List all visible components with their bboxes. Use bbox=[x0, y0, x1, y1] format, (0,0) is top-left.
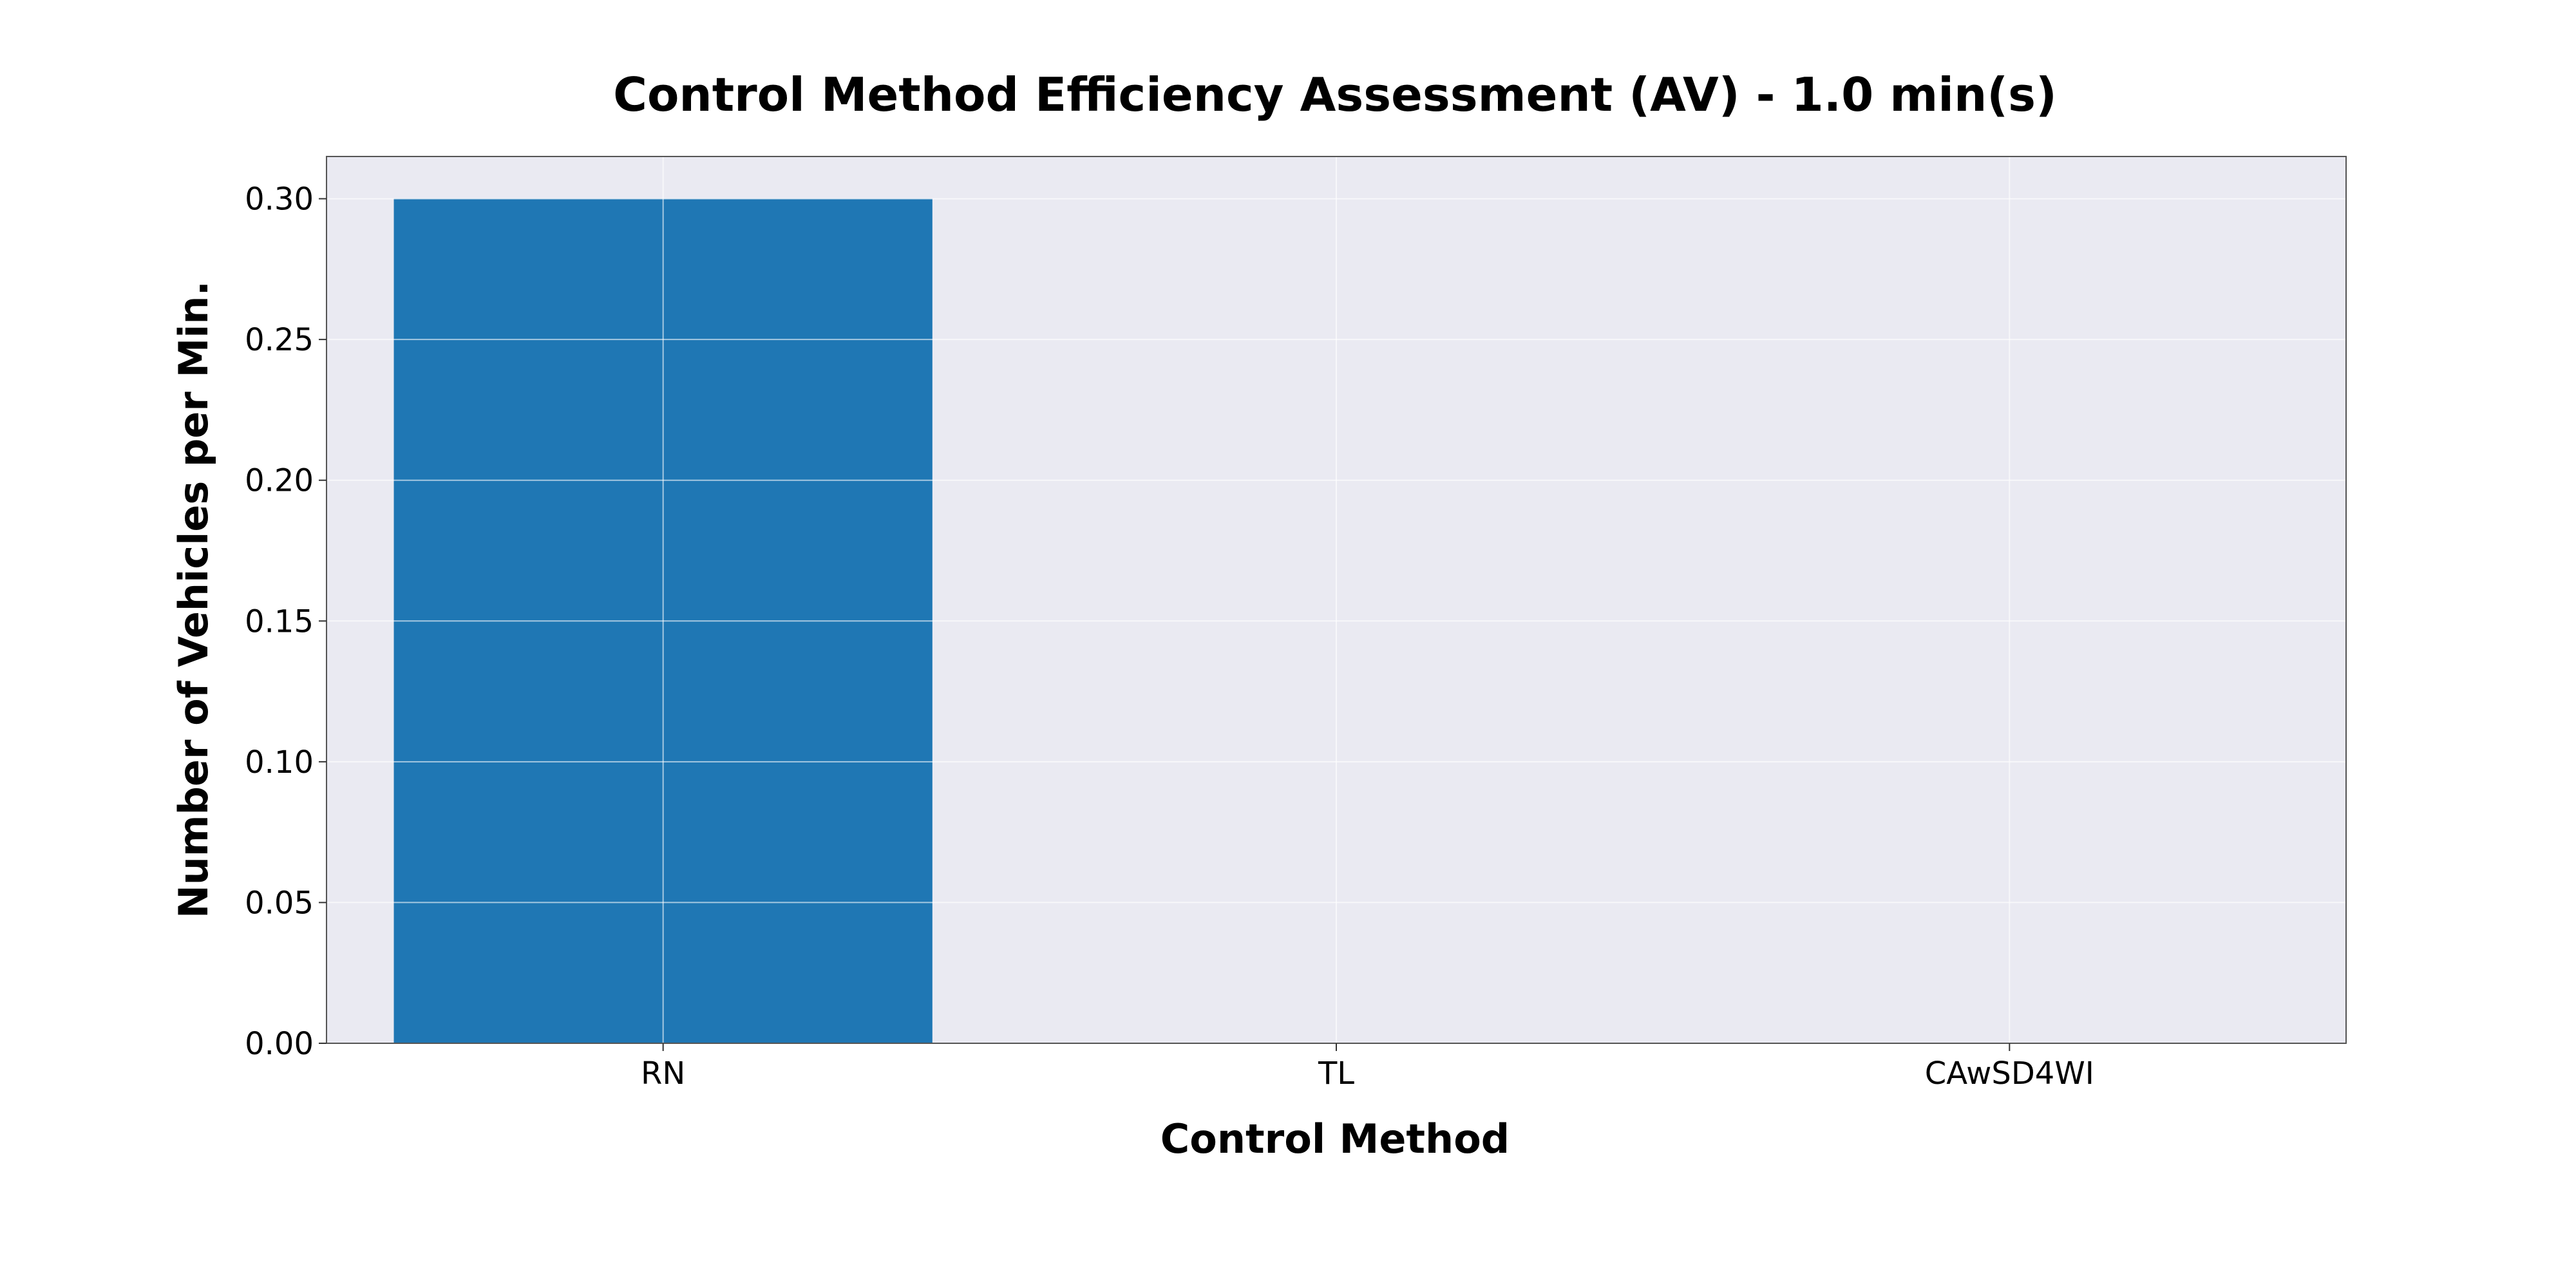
y-tick-label: 0.00 bbox=[245, 1026, 314, 1062]
x-tick-label: RN bbox=[641, 1056, 685, 1092]
grid bbox=[327, 156, 2346, 1043]
x-axis-label: Control Method bbox=[1160, 1115, 1510, 1162]
y-tick-label: 0.25 bbox=[245, 322, 314, 358]
y-tick-label: 0.30 bbox=[245, 182, 314, 218]
x-tick-label: TL bbox=[1318, 1056, 1354, 1092]
x-tick-label: CAwSD4WI bbox=[1925, 1056, 2094, 1092]
x-axis-ticks: RN TL CAwSD4WI bbox=[641, 1043, 2094, 1092]
y-tick-label: 0.15 bbox=[245, 603, 314, 639]
y-axis-label: Number of Vehicles per Min. bbox=[170, 281, 217, 918]
y-tick-label: 0.10 bbox=[245, 744, 314, 781]
y-tick-label: 0.20 bbox=[245, 463, 314, 499]
y-tick-label: 0.05 bbox=[245, 885, 314, 921]
y-axis-ticks: 0.00 0.05 0.10 0.15 0.20 0.25 0.30 bbox=[245, 182, 327, 1062]
chart-title: Control Method Efficiency Assessment (AV… bbox=[613, 68, 2057, 122]
